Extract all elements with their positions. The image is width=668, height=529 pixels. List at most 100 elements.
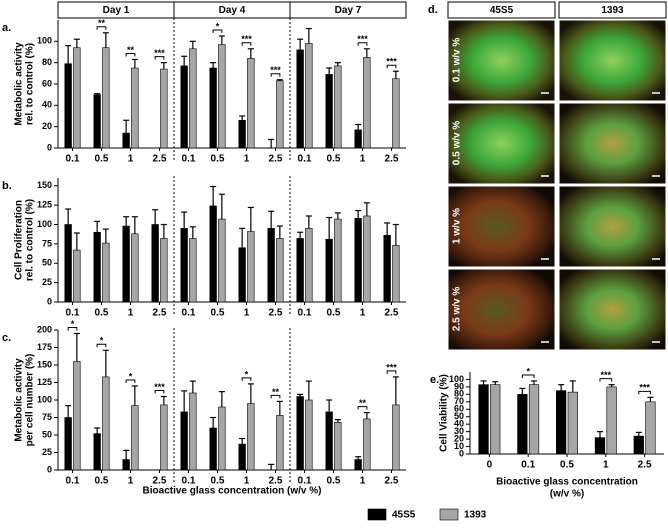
error-bar <box>160 395 167 405</box>
error-bar <box>102 349 109 377</box>
y-tick-label: 175 <box>37 342 52 352</box>
bar <box>276 415 284 471</box>
bar <box>160 68 168 149</box>
y-tick-label: 25 <box>42 277 52 287</box>
error-bar <box>276 400 283 416</box>
x-tick-label: 1 <box>244 476 250 487</box>
bar <box>490 384 501 455</box>
x-tick-label: 1 <box>128 154 134 165</box>
bar <box>247 403 255 471</box>
bar <box>218 218 226 303</box>
x-tick-label: 0.5 <box>211 308 225 319</box>
micrograph <box>447 268 556 351</box>
error-bar <box>65 44 72 64</box>
column-header-box <box>558 1 667 19</box>
x-tick-label: 2.5 <box>269 476 283 487</box>
y-tick-label: 0 <box>47 142 52 152</box>
error-bar <box>363 48 370 58</box>
significance-label: *** <box>601 370 612 380</box>
micrograph <box>447 19 556 102</box>
significance-label: ** <box>127 45 135 55</box>
x-tick-label: 0.5 <box>95 154 109 165</box>
bar <box>73 47 81 149</box>
x-tick-label: 0.1 <box>298 154 312 165</box>
bar <box>238 119 246 149</box>
significance-bracket <box>67 327 78 331</box>
error-bar <box>635 431 642 437</box>
bar <box>354 459 362 471</box>
x-tick-label: 2.5 <box>385 476 399 487</box>
x-tick-label: 0.1 <box>66 308 80 319</box>
x-tick-label: 0.5 <box>560 460 574 471</box>
bar <box>383 235 391 303</box>
x-tick-label: 0.5 <box>211 154 225 165</box>
significance-bracket <box>241 42 252 46</box>
error-bar <box>181 55 188 66</box>
bar <box>102 242 110 303</box>
bar <box>189 392 197 471</box>
day-header-box <box>289 1 407 19</box>
error-bar <box>102 32 109 48</box>
panel-label: a. <box>2 22 11 34</box>
x-tick-label: 0.1 <box>66 476 80 487</box>
y-tick-label: 50 <box>454 411 464 421</box>
significance-bracket <box>125 379 136 383</box>
y-tick-label: 30 <box>454 426 464 436</box>
bar <box>334 422 342 471</box>
micrograph <box>447 185 556 268</box>
bar <box>392 78 400 149</box>
x-tick-label: 2.5 <box>153 154 167 165</box>
error-bar <box>189 40 196 49</box>
significance-bracket <box>357 42 368 46</box>
error-bar <box>569 380 576 393</box>
bar <box>73 249 81 303</box>
bar <box>296 49 304 149</box>
x-axis-label: Bioactive glass concentration (w/v %) <box>143 486 322 497</box>
y-tick-label: 75 <box>42 412 52 422</box>
error-bar <box>210 185 217 206</box>
error-bar <box>355 209 362 219</box>
y-tick-label: 0 <box>47 296 52 306</box>
error-bar <box>189 226 196 239</box>
error-bar <box>160 223 167 239</box>
x-tick-label: 0.5 <box>327 476 341 487</box>
bar <box>276 80 284 149</box>
bar <box>93 231 101 303</box>
x-tick-label: 0.1 <box>182 154 196 165</box>
x-tick-label: 1 <box>360 308 366 319</box>
y-tick-label: 80 <box>454 389 464 399</box>
panel-label: e. <box>430 374 439 386</box>
x-tick-label: 0.5 <box>327 308 341 319</box>
significance-label: *** <box>386 362 397 372</box>
bar <box>189 48 197 149</box>
error-bar <box>305 380 312 400</box>
y-tick-label: 50 <box>42 258 52 268</box>
error-bar <box>218 35 225 45</box>
panel-label: d. <box>428 4 438 16</box>
x-tick-label: 1 <box>244 154 250 165</box>
significance-bracket <box>154 390 165 394</box>
bar <box>102 47 110 149</box>
error-bar <box>492 381 499 385</box>
bar <box>325 411 333 471</box>
error-bar <box>123 119 130 134</box>
significance-label: * <box>216 21 220 31</box>
bar <box>645 401 656 455</box>
x-tick-label: 2.5 <box>638 460 652 471</box>
row-label: 0.5 w/v % <box>452 121 463 166</box>
y-tick-label: 60 <box>42 78 52 88</box>
significance-bracket <box>386 370 397 374</box>
panel-label: c. <box>2 332 11 344</box>
error-bar <box>297 231 304 239</box>
day-header: Day 4 <box>219 5 246 16</box>
significance-bracket <box>154 56 165 60</box>
y-axis-label: rel. to control (%) <box>25 199 36 281</box>
bar <box>334 218 342 303</box>
y-tick-label: 50 <box>42 429 52 439</box>
error-bar <box>181 211 188 229</box>
column-header: 1393 <box>601 5 624 16</box>
error-bar <box>218 193 225 220</box>
significance-label: *** <box>241 34 252 44</box>
error-bar <box>268 138 275 148</box>
